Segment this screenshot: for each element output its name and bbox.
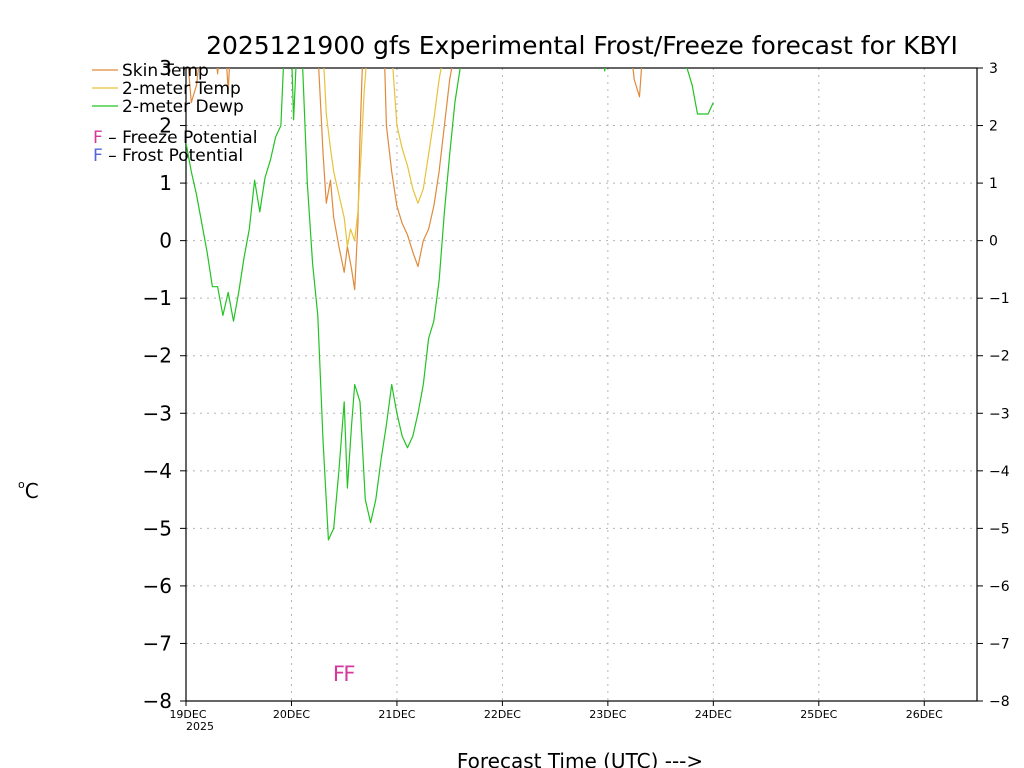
series-2-meter-temp <box>323 68 442 247</box>
frost-text: – Frost Potential <box>103 146 243 166</box>
x-tick-sublabel: 2025 <box>186 720 214 733</box>
frost-letter: F <box>93 146 103 166</box>
y-axis-label-degree: o <box>18 478 25 491</box>
y-tick-label-left: −7 <box>143 631 172 655</box>
legend-label-2m-dewp: 2-meter Dewp <box>122 97 244 117</box>
y-tick-label-right: 1 <box>989 176 998 192</box>
y-axis-label-unit: C <box>25 479 39 503</box>
freeze-marker: F <box>333 662 345 686</box>
series-lines <box>186 68 714 541</box>
y-tick-label-right: 3 <box>989 61 998 77</box>
y-tick-label-right: −5 <box>989 521 1010 537</box>
y-tick-label-right: −8 <box>989 694 1010 710</box>
series-line-segment <box>216 68 219 75</box>
y-tick-label-right: −7 <box>989 636 1010 652</box>
y-tick-label-right: −2 <box>989 349 1010 365</box>
grid-lines <box>186 68 977 701</box>
series-line-segment <box>291 68 297 121</box>
x-tick-label: 22DEC <box>484 708 521 721</box>
series-line-segment <box>186 68 284 322</box>
x-tick-label: 21DEC <box>378 708 415 721</box>
y-tick-label-left: −8 <box>143 689 172 713</box>
freeze-letter: F <box>93 128 103 148</box>
y-tick-label-right: −4 <box>989 464 1010 480</box>
series-line-segment <box>323 68 367 247</box>
y-tick-label-right: −3 <box>989 406 1010 422</box>
series-line-segment <box>318 68 363 291</box>
y-axis-label: oC <box>18 478 39 503</box>
plot-frame <box>185 67 978 702</box>
frost-freeze-markers: FF <box>333 662 356 686</box>
series-2-meter-dewp <box>186 68 714 541</box>
y-tick-label-left: 0 <box>159 229 172 253</box>
y-tick-label-left: −6 <box>143 574 172 598</box>
axis-ticks: −8 −8 −7 −7 −6 −6 −5 −5 −4 −4 −3 −3 −2 −2 −1 −1 0 0 1 1 2 2 3 3… <box>143 56 1010 733</box>
x-tick-label: 23DEC <box>589 708 626 721</box>
series-line-segment <box>686 68 714 115</box>
y-tick-label-left: 3 <box>159 56 172 80</box>
chart-title: 2025121900 gfs Experimental Frost/Freeze… <box>206 31 958 60</box>
series-line-segment <box>384 68 453 268</box>
series-line-segment <box>226 68 230 92</box>
y-tick-label-left: −5 <box>143 516 172 540</box>
y-tick-label-left: −1 <box>143 286 172 310</box>
series-line-segment <box>603 68 606 72</box>
x-tick-label: 26DEC <box>906 708 943 721</box>
x-tick-label: 19DEC <box>169 708 206 721</box>
y-tick-label-left: 1 <box>159 171 172 195</box>
x-tick-label: 24DEC <box>695 708 732 721</box>
legend: Skin Temp 2-meter Temp 2-meter Dewp F – … <box>92 61 257 166</box>
series-line-segment <box>632 68 643 98</box>
series-line-segment <box>392 68 442 204</box>
freeze-text: – Freeze Potential <box>103 128 258 148</box>
y-tick-label-right: −6 <box>989 579 1010 595</box>
y-tick-label-left: −3 <box>143 401 172 425</box>
y-tick-label-right: −1 <box>989 291 1010 307</box>
x-tick-label: 25DEC <box>800 708 837 721</box>
series-line-segment <box>302 68 461 541</box>
series-line-segment <box>187 68 200 104</box>
legend-label-2m-temp: 2-meter Temp <box>122 79 241 99</box>
legend-label-skin-temp: Skin Temp <box>122 61 209 81</box>
x-tick-label: 20DEC <box>273 708 310 721</box>
y-tick-label-right: 0 <box>989 234 998 250</box>
series-skin-temp <box>187 68 643 291</box>
y-tick-label-right: 2 <box>989 119 998 135</box>
freeze-marker: F <box>343 662 355 686</box>
legend-frost-potential: F – Frost Potential <box>93 146 243 166</box>
y-tick-label-left: −4 <box>143 459 172 483</box>
legend-freeze-potential: F – Freeze Potential <box>93 128 257 148</box>
y-tick-label-left: 2 <box>159 114 172 138</box>
x-axis-label: Forecast Time (UTC) ---> <box>457 749 703 768</box>
y-tick-label-left: −2 <box>143 344 172 368</box>
